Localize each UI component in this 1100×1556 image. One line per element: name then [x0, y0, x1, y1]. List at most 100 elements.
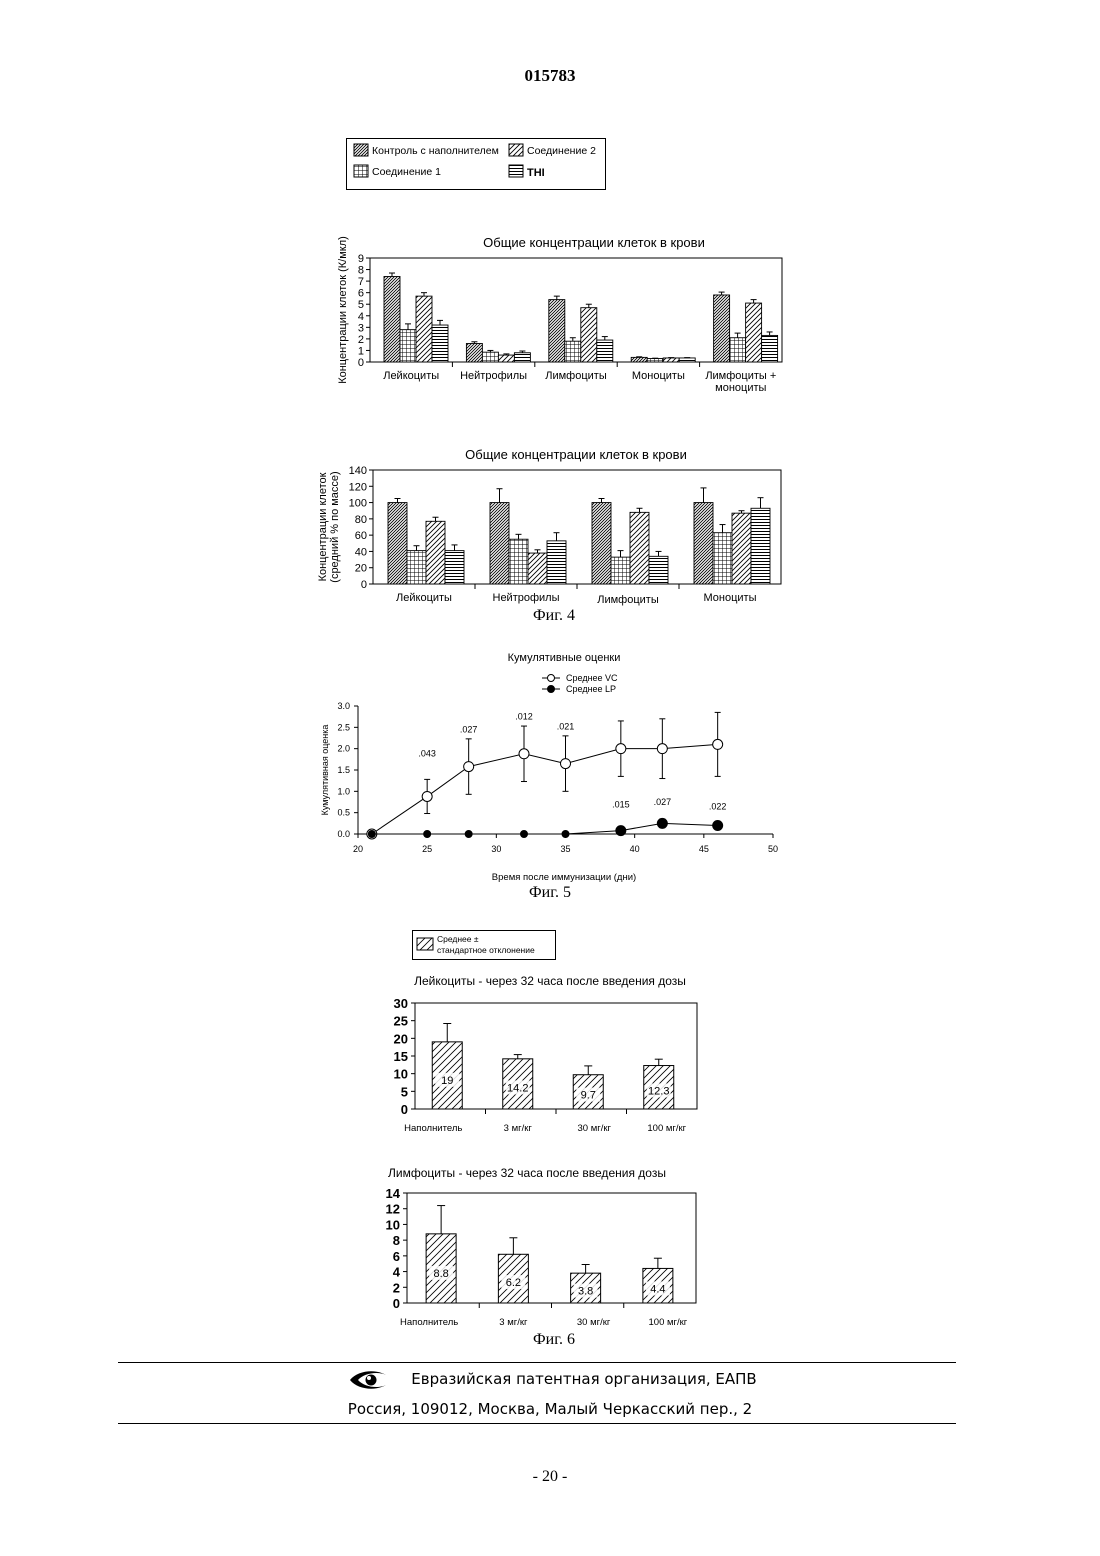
footer-rule-top — [118, 1362, 956, 1363]
bar — [407, 551, 426, 584]
data-point — [713, 820, 723, 830]
y-tick-label: 0.0 — [337, 829, 350, 839]
x-tick-label: 30 — [491, 844, 501, 854]
chart-title: Лейкоциты - через 32 часа после введения… — [414, 974, 686, 988]
y-tick-label: 25 — [394, 1014, 408, 1029]
y-tick-label: 1.5 — [337, 765, 350, 775]
x-category-label: Моноциты — [632, 370, 685, 382]
x-category-label: Моноциты — [704, 592, 757, 604]
bar — [581, 308, 597, 362]
bar — [565, 341, 581, 362]
y-tick-label: 0 — [401, 1102, 408, 1117]
bar — [647, 359, 663, 362]
x-category-label: 100 мг/кг — [647, 1123, 686, 1134]
y-tick-label: 4 — [358, 311, 364, 323]
bar — [679, 358, 695, 362]
data-point — [519, 749, 529, 759]
bar — [649, 556, 668, 584]
legend-label-lp: Среднее LP — [566, 684, 616, 694]
chart-blood-cell-concentration: Общие концентрации клеток в крови0123456… — [326, 228, 796, 408]
y-tick-label: 100 — [349, 498, 367, 510]
data-point — [521, 831, 528, 838]
legend-swatch-control — [354, 144, 368, 156]
fig5-caption: Фиг. 5 — [450, 884, 650, 902]
legend-label-sd: стандартное отклонение — [437, 945, 535, 955]
value-label: 4.4 — [650, 1283, 665, 1295]
data-point — [368, 831, 375, 838]
bar — [509, 539, 528, 584]
y-tick-label: 20 — [394, 1031, 408, 1046]
value-label: 6.2 — [506, 1277, 521, 1289]
bar — [631, 357, 647, 362]
x-category-label: моноциты — [715, 382, 766, 394]
data-point — [422, 791, 432, 801]
bar — [466, 344, 482, 362]
legend-marker-lp — [548, 686, 555, 693]
x-tick-label: 35 — [560, 844, 570, 854]
bar — [762, 335, 778, 362]
bar — [514, 353, 530, 362]
y-tick-label: 9 — [358, 253, 364, 265]
data-point — [562, 831, 569, 838]
legend-swatch-mean — [417, 938, 433, 950]
legend-marker-vc — [548, 675, 555, 682]
data-point — [561, 759, 571, 769]
y-tick-label: 2.0 — [337, 744, 350, 754]
bar — [388, 503, 407, 584]
y-tick-label: 1 — [358, 345, 364, 357]
legend-label-thi: THI — [527, 167, 545, 179]
y-tick-label: 4 — [393, 1265, 401, 1280]
y-tick-label: 0.5 — [337, 808, 350, 818]
legend-label-compound1: Соединение 1 — [372, 166, 441, 178]
y-tick-label: 8 — [393, 1233, 400, 1248]
x-category-label: Наполнитель — [404, 1123, 462, 1134]
bar — [663, 358, 679, 362]
bar — [547, 541, 566, 584]
legend-label-vc: Среднее VC — [566, 673, 618, 683]
x-category-label: 30 мг/кг — [577, 1317, 611, 1328]
value-label: 3.8 — [578, 1286, 593, 1298]
y-tick-label: 0 — [361, 579, 367, 591]
legend-swatch-compound1 — [354, 165, 368, 177]
p-value-label: .043 — [418, 748, 436, 758]
y-tick-label: 0 — [358, 357, 364, 369]
chart-title: Общие концентрации клеток в крови — [483, 235, 705, 250]
bar — [630, 512, 649, 584]
x-tick-label: 20 — [353, 844, 363, 854]
bar — [445, 551, 464, 584]
y-tick-label: 6 — [358, 288, 364, 300]
y-tick-label: 8 — [358, 265, 364, 277]
y-tick-label: 40 — [355, 546, 367, 558]
fig6-caption: Фиг. 6 — [454, 1331, 654, 1349]
bar — [592, 503, 611, 584]
bar — [714, 295, 730, 362]
data-point — [657, 744, 667, 754]
fig4-caption: Фиг. 4 — [454, 607, 654, 625]
y-tick-label: 6 — [393, 1249, 400, 1264]
legend-label-mean: Среднее ± — [437, 934, 479, 944]
page-number: - 20 - — [0, 1468, 1100, 1486]
bar — [528, 553, 547, 584]
y-tick-label: 3.0 — [337, 701, 350, 711]
y-tick-label: 120 — [349, 481, 367, 493]
bar — [746, 303, 762, 362]
data-point — [616, 826, 626, 836]
p-value-label: .015 — [612, 800, 630, 810]
y-axis-label: Концентрации клеток (К/мкл) — [337, 236, 349, 384]
value-label: 8.8 — [433, 1268, 448, 1280]
fig6-legend: Среднее ± стандартное отклонение — [412, 930, 558, 962]
footer-org: Евразийская патентная организация, ЕАПВ — [0, 1370, 1100, 1388]
x-category-label: Лейкоциты — [383, 370, 439, 382]
x-category-label: Нейтрофилы — [493, 592, 560, 604]
x-tick-label: 25 — [422, 844, 432, 854]
chart-title: Общие концентрации клеток в крови — [465, 447, 687, 462]
bar — [490, 503, 509, 584]
fig4-legend: Контроль с наполнителем Соединение 2 Сое… — [346, 138, 608, 192]
value-label: 19 — [441, 1075, 453, 1087]
chart-lymphocytes-32h: Лимфоциты - через 32 часа после введения… — [354, 1162, 710, 1332]
y-tick-label: 140 — [349, 465, 367, 477]
y-tick-label: 2.5 — [337, 722, 350, 732]
y-tick-label: 15 — [394, 1049, 408, 1064]
bar — [482, 352, 498, 362]
p-value-label: .021 — [557, 721, 575, 731]
